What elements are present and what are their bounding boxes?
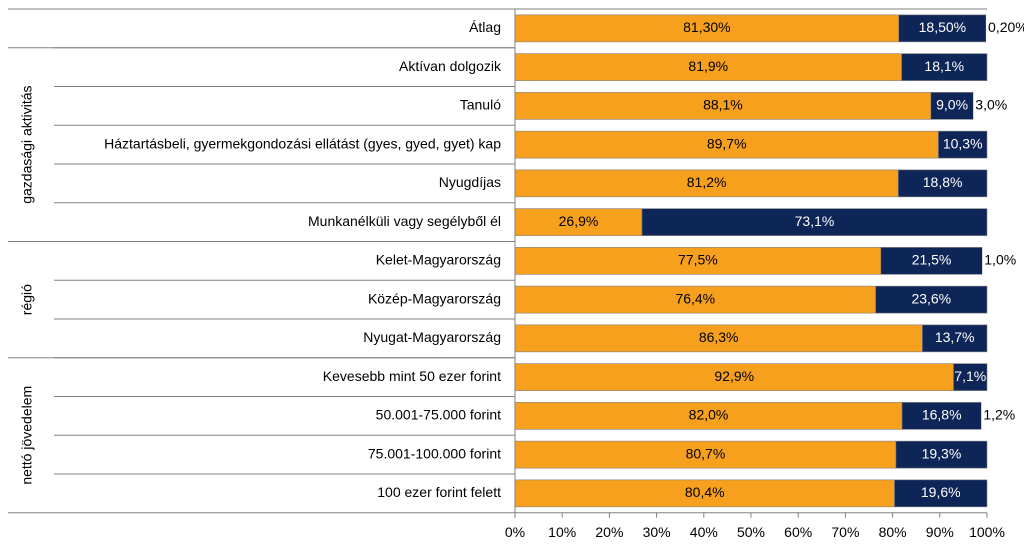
bar-segment	[982, 247, 987, 275]
bar-segment	[641, 208, 988, 236]
bar-segment	[897, 169, 988, 198]
data-label: 76,4%	[675, 290, 715, 306]
bar-segment	[894, 479, 988, 508]
data-label: 7,1%	[954, 368, 986, 384]
x-tick-label: 50%	[737, 524, 765, 540]
data-label: 18,8%	[923, 174, 963, 190]
data-label: 81,30%	[683, 19, 730, 35]
x-tick-label: 0%	[505, 524, 525, 540]
category-label: 100 ezer forint felett	[377, 484, 501, 500]
data-label: 81,2%	[687, 174, 727, 190]
bar-segment	[514, 130, 939, 159]
bar-segment	[930, 92, 974, 120]
data-label: 80,4%	[685, 484, 725, 500]
x-tick-label: 20%	[595, 524, 623, 540]
data-label: 1,0%	[984, 252, 1016, 268]
bar-segment	[938, 130, 988, 159]
data-label: 10,3%	[943, 135, 983, 151]
bar-segment	[514, 402, 903, 430]
data-label: 23,6%	[911, 290, 951, 306]
data-label: 86,3%	[699, 329, 739, 345]
bar-segment	[514, 208, 643, 236]
x-tick-label: 30%	[643, 524, 671, 540]
data-label: 18,1%	[924, 58, 964, 74]
data-label: 80,7%	[686, 445, 726, 461]
data-label: 19,3%	[922, 445, 962, 461]
bar-segment	[898, 14, 987, 43]
data-label: 88,1%	[703, 97, 743, 113]
bar-segment	[875, 285, 988, 314]
bar-segment	[973, 92, 988, 120]
category-label: Háztartásbeli, gyermekgondozási ellátást…	[104, 135, 501, 151]
data-label: 77,5%	[678, 252, 718, 268]
data-label: 16,8%	[922, 407, 962, 423]
group-label: nettó jövedelem	[19, 386, 35, 485]
x-tick-label: 40%	[690, 524, 718, 540]
data-label: 81,9%	[688, 58, 728, 74]
data-label: 26,9%	[559, 213, 599, 229]
category-label: Kevesebb mint 50 ezer forint	[323, 368, 501, 384]
data-label: 0,20%	[988, 19, 1024, 35]
category-label: Kelet-Magyarország	[376, 252, 501, 268]
bar-segment	[901, 53, 988, 81]
data-label: 3,0%	[975, 97, 1007, 113]
category-label: Munkanélküli vagy segélyből él	[308, 213, 501, 229]
category-label: Közép-Magyarország	[368, 290, 501, 306]
group-label: gazdasági aktivitás	[19, 85, 35, 203]
x-tick-label: 10%	[548, 524, 576, 540]
data-label: 73,1%	[795, 213, 835, 229]
data-label: 92,9%	[714, 368, 754, 384]
bar-segment	[981, 402, 987, 430]
data-label: 18,50%	[919, 19, 966, 35]
x-tick-label: 60%	[784, 524, 812, 540]
x-tick-label: 90%	[926, 524, 954, 540]
bar-segment	[514, 440, 897, 469]
category-label: Nyugat-Magyarország	[363, 329, 501, 345]
bar-segment	[922, 324, 988, 353]
bar-segment	[986, 14, 987, 42]
category-label: Nyugdíjas	[439, 174, 501, 190]
data-label: 1,2%	[983, 407, 1015, 423]
category-label: 75.001-100.000 forint	[368, 445, 501, 461]
data-label: 9,0%	[936, 97, 968, 113]
bar-segment	[953, 363, 988, 391]
bar-segment	[514, 247, 882, 275]
data-label: 89,7%	[707, 135, 747, 151]
x-tick-label: 80%	[879, 524, 907, 540]
data-label: 82,0%	[689, 407, 729, 423]
data-label: 19,6%	[921, 484, 961, 500]
bar-segment	[880, 247, 983, 275]
x-tick-label: 100%	[969, 524, 1005, 540]
bar-segment	[514, 285, 876, 314]
category-label: Átlag	[469, 19, 501, 35]
bar-segment	[514, 169, 899, 198]
data-label: 21,5%	[912, 252, 952, 268]
bar-segment	[895, 440, 988, 469]
category-label: Tanuló	[460, 97, 501, 113]
data-label: 13,7%	[935, 329, 975, 345]
category-label: Aktívan dolgozik	[399, 58, 502, 74]
x-tick-label: 70%	[831, 524, 859, 540]
group-label: régió	[19, 284, 35, 315]
category-label: 50.001-75.000 forint	[376, 407, 501, 423]
